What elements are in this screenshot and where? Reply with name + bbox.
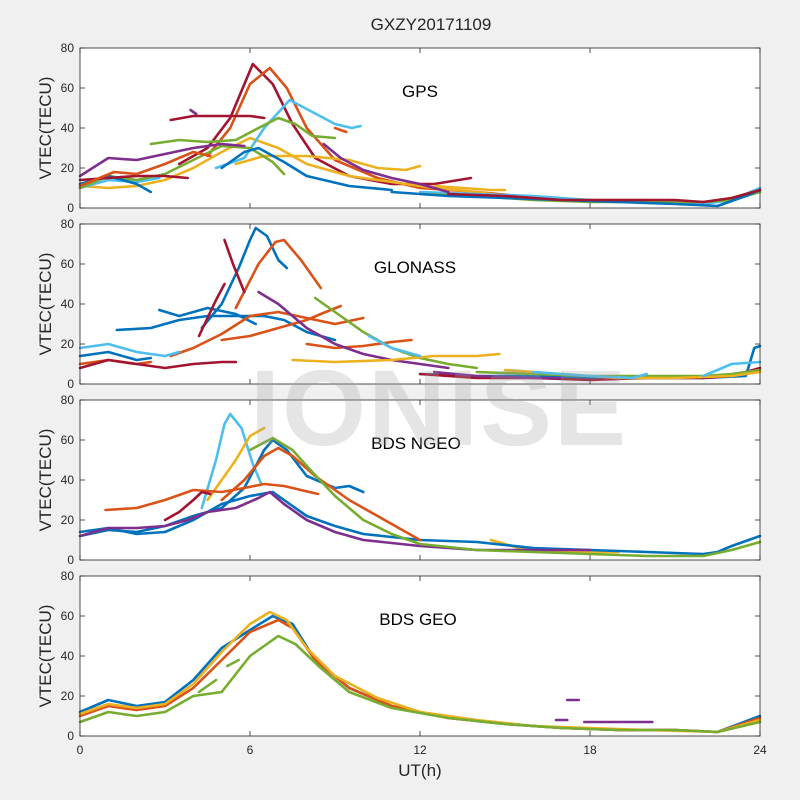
- series-line-1-10: [78, 358, 238, 370]
- y-tick-label: 20: [61, 161, 75, 175]
- panel-2: 0 20 40 60 80 VTEC(TECU) BDS NGEO: [36, 393, 762, 567]
- series-line-1-7: [220, 304, 342, 342]
- series-line-1-8: [305, 338, 413, 350]
- series-line-2-8: [248, 436, 762, 558]
- y-tick-label: 60: [61, 257, 75, 271]
- series-line-0-21: [78, 150, 212, 188]
- panel-0: 0 20 40 60 80 VTEC(TECU) GPS: [36, 41, 762, 215]
- series-line-2-7: [78, 490, 592, 552]
- x-axis-label: UT(h): [398, 761, 441, 780]
- x-tick-label: 6: [247, 743, 254, 757]
- y-tick-label: 60: [61, 81, 75, 95]
- series-line-1-12: [223, 238, 246, 294]
- y-tick-label: 60: [61, 433, 75, 447]
- x-tick-label: 12: [413, 743, 427, 757]
- series-line-2-0: [200, 412, 263, 510]
- series-line-1-19: [291, 352, 501, 364]
- panel-label: BDS GEO: [379, 610, 456, 629]
- plot-area: [80, 400, 760, 560]
- series-line-1-22: [367, 334, 422, 358]
- series-line-0-17: [169, 114, 266, 122]
- series-line-1-5: [234, 238, 323, 310]
- plot-area: [80, 224, 760, 384]
- figure-title: GXZY20171109: [371, 15, 492, 34]
- y-tick-label: 0: [67, 553, 74, 567]
- y-tick-label: 20: [61, 337, 75, 351]
- y-tick-label: 60: [61, 609, 75, 623]
- plot-area: [80, 576, 760, 736]
- series-line-0-4: [432, 184, 507, 192]
- y-tick-label: 20: [61, 513, 75, 527]
- series-line-1-11: [197, 282, 226, 338]
- panel-label: GPS: [402, 82, 438, 101]
- y-tick-label: 40: [61, 473, 75, 487]
- y-tick-label: 40: [61, 649, 75, 663]
- series-line-2-9: [163, 490, 212, 522]
- y-tick-label: 40: [61, 297, 75, 311]
- series-line-2-1: [206, 426, 266, 502]
- panel-label: GLONASS: [374, 258, 456, 277]
- series-line-1-6: [169, 310, 365, 358]
- series-line-3-5: [226, 658, 240, 668]
- y-tick-label: 20: [61, 689, 75, 703]
- series-line-1-24: [702, 360, 762, 378]
- panel-1: 0 20 40 60 80 VTEC(TECU) GLONASS: [36, 217, 762, 391]
- y-tick-label: 80: [61, 393, 75, 407]
- series-line-0-8: [149, 116, 337, 146]
- series-line-2-6: [220, 446, 422, 542]
- series-line-1-21: [78, 342, 181, 358]
- series-line-3-4: [197, 678, 218, 694]
- y-tick-label: 0: [67, 201, 74, 215]
- y-tick-label: 40: [61, 121, 75, 135]
- series-line-1-2: [158, 306, 257, 326]
- series-line-1-18: [475, 368, 762, 378]
- x-tick-label: 24: [753, 743, 767, 757]
- y-tick-label: 0: [67, 729, 74, 743]
- y-tick-label: 80: [61, 41, 75, 55]
- series-line-1-1: [115, 314, 337, 342]
- series-line-3-3: [78, 634, 762, 734]
- series-line-1-15: [257, 290, 450, 370]
- series-line-0-11: [78, 142, 246, 178]
- y-axis-label: VTEC(TECU): [36, 253, 55, 356]
- series-line-1-0: [200, 226, 289, 330]
- series-line-0-16: [220, 146, 393, 192]
- series-line-0-12: [322, 142, 450, 194]
- series-line-2-4: [78, 490, 762, 556]
- series-line-1-23: [532, 370, 648, 380]
- y-tick-label: 80: [61, 569, 75, 583]
- plot-area: [80, 48, 760, 208]
- panel-label: BDS NGEO: [371, 434, 461, 453]
- series-line-0-15: [390, 188, 762, 208]
- series-line-1-16: [432, 370, 563, 380]
- series-line-0-13: [189, 108, 198, 116]
- series-line-1-3: [78, 350, 153, 362]
- y-axis-label: VTEC(TECU): [36, 429, 55, 532]
- y-axis-label: VTEC(TECU): [36, 77, 55, 180]
- panel-3: 0 6 12 18 24 0 20 40 60 80 VTEC(TECU) BDS GEO UT(h): [36, 569, 767, 780]
- y-axis-label: VTEC(TECU): [36, 605, 55, 708]
- x-tick-label: 0: [77, 743, 84, 757]
- series-line-0-20: [333, 126, 348, 134]
- series-line-0-19: [447, 188, 762, 204]
- series-line-0-5: [214, 98, 362, 170]
- x-tick-label: 18: [583, 743, 597, 757]
- y-tick-label: 0: [67, 377, 74, 391]
- y-tick-label: 80: [61, 217, 75, 231]
